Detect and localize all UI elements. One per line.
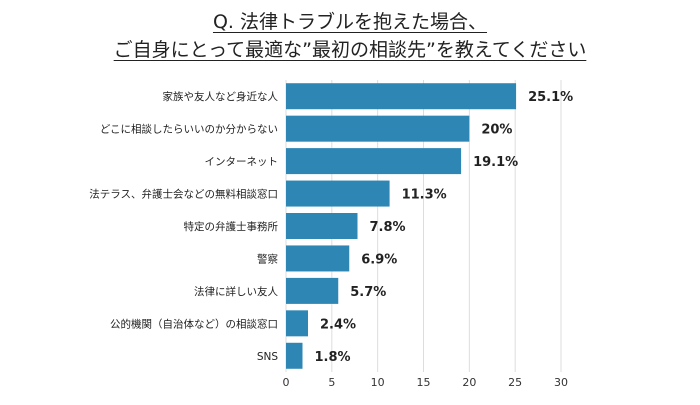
bar <box>286 148 462 175</box>
category-label: 公的機関（自治体など）の相談窓口 <box>110 317 278 330</box>
bar <box>286 213 358 239</box>
bar <box>286 310 308 337</box>
x-tick-label: 25 <box>508 376 522 389</box>
category-label: 法テラス、弁護士会などの無料相談窓口 <box>89 188 278 201</box>
x-tick-label: 5 <box>328 376 335 389</box>
category-label: インターネット <box>205 156 279 168</box>
category-label: SNS <box>257 351 279 363</box>
chart-title: Q. 法律トラブルを抱えた場合、 ご自身にとって最適な”最初の相談先”を教えてく… <box>0 8 700 64</box>
data-label: 6.9% <box>361 252 397 267</box>
bar <box>286 277 339 304</box>
chart-title-line-2: ご自身にとって最適な”最初の相談先”を教えてください <box>113 39 587 61</box>
bar <box>286 342 303 369</box>
category-label: 家族や友人など身近な人 <box>163 90 279 103</box>
x-tick-label: 10 <box>371 376 385 389</box>
data-label: 11.3% <box>402 188 447 203</box>
bar <box>286 83 517 110</box>
x-tick-label: 15 <box>417 376 431 389</box>
data-label: 5.7% <box>350 285 386 300</box>
chart-title-line-1: Q. 法律トラブルを抱えた場合、 <box>212 11 488 33</box>
data-label: 7.8% <box>370 220 406 235</box>
bar <box>286 180 390 207</box>
category-label: 特定の弁護士事務所 <box>184 220 279 233</box>
category-label: どこに相談したらいいのか分からない <box>100 123 278 136</box>
x-tick-label: 0 <box>283 376 290 389</box>
category-label: 警察 <box>257 252 278 265</box>
bar <box>286 245 350 272</box>
category-label: 法律に詳しい友人 <box>194 285 278 298</box>
data-label: 2.4% <box>320 317 356 332</box>
data-label: 25.1% <box>528 90 573 105</box>
data-label: 20% <box>481 123 512 138</box>
x-tick-label: 30 <box>554 376 568 389</box>
x-tick-label: 20 <box>462 376 476 389</box>
data-label: 1.8% <box>315 350 351 365</box>
data-label: 19.1% <box>473 155 518 170</box>
bar <box>286 115 470 142</box>
